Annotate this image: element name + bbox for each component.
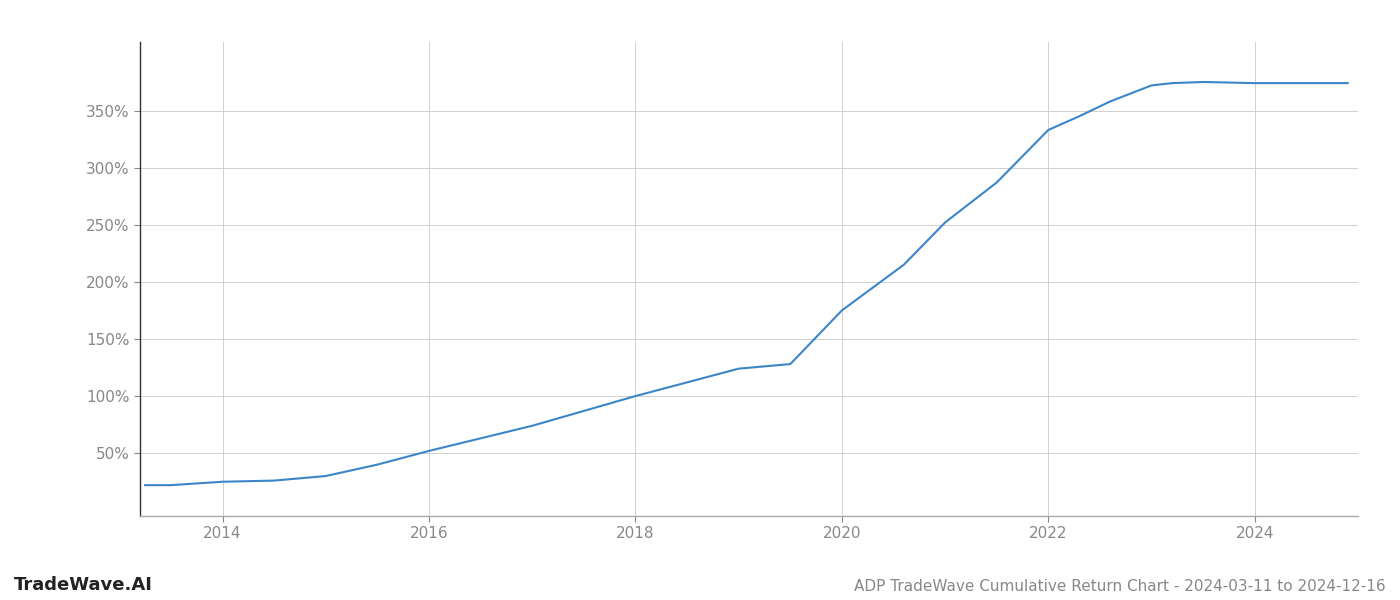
Text: ADP TradeWave Cumulative Return Chart - 2024-03-11 to 2024-12-16: ADP TradeWave Cumulative Return Chart - …	[854, 579, 1386, 594]
Text: TradeWave.AI: TradeWave.AI	[14, 576, 153, 594]
